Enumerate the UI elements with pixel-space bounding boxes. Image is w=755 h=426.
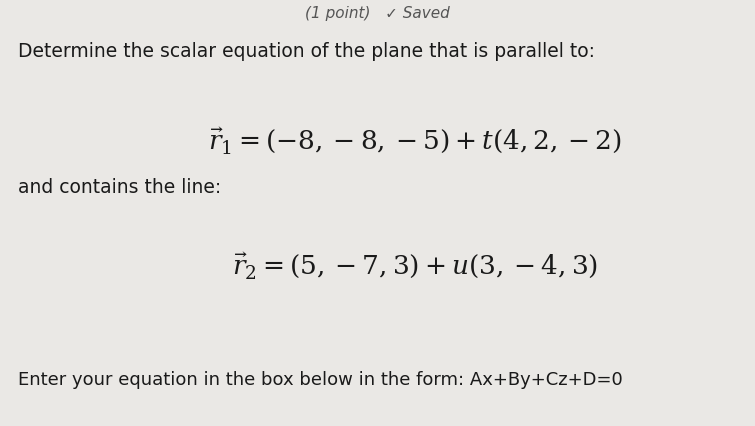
Text: $\vec{r}_1 = (-8, -8, -5) + t(4, 2, -2)$: $\vec{r}_1 = (-8, -8, -5) + t(4, 2, -2)$: [208, 126, 622, 156]
Text: $\vec{r}_2 = (5, -7, 3) + u(3, -4, 3)$: $\vec{r}_2 = (5, -7, 3) + u(3, -4, 3)$: [233, 251, 598, 281]
Text: Enter your equation in the box below in the form: Ax+By+Cz+D=0: Enter your equation in the box below in …: [18, 371, 623, 389]
Text: and contains the line:: and contains the line:: [18, 178, 221, 197]
Text: Determine the scalar equation of the plane that is parallel to:: Determine the scalar equation of the pla…: [18, 42, 595, 61]
Text: (1 point)   ✓ Saved: (1 point) ✓ Saved: [305, 6, 450, 21]
